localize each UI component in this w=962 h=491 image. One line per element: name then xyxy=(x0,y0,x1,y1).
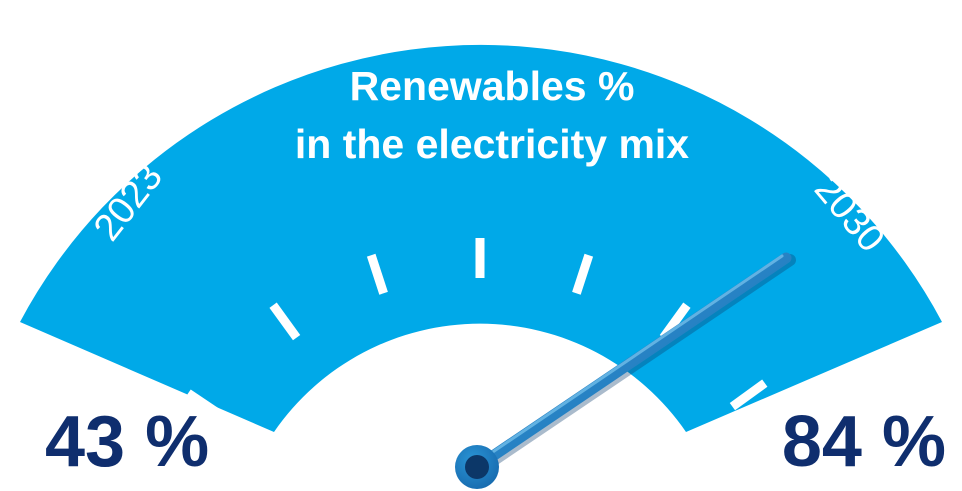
gauge-title-line-2: in the electricity mix xyxy=(295,121,689,167)
gauge-hub-icon xyxy=(455,445,499,489)
gauge-title-line-1: Renewables % xyxy=(350,63,635,109)
end-value-label: 84 % xyxy=(782,402,946,482)
start-value-label: 43 % xyxy=(45,402,209,482)
gauge-tick xyxy=(729,379,768,411)
gauge-tick xyxy=(185,389,224,420)
gauge-tick xyxy=(269,302,301,341)
gauge-tick xyxy=(572,253,594,295)
gauge-needle-icon xyxy=(472,252,796,474)
gauge-ticks xyxy=(185,238,768,420)
gauge-tick xyxy=(366,253,388,295)
